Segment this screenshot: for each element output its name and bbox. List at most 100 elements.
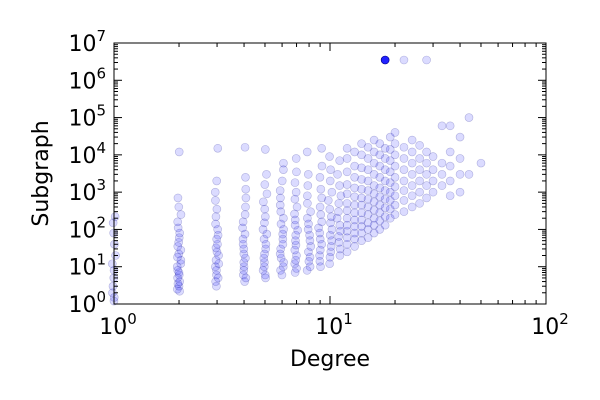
y-tick-label: 103 <box>68 176 106 206</box>
data-point <box>445 191 455 201</box>
data-point <box>174 270 184 280</box>
data-point <box>174 202 184 212</box>
data-point <box>315 202 325 212</box>
data-point <box>276 193 285 203</box>
data-point <box>238 234 248 244</box>
data-point <box>213 143 223 153</box>
data-point <box>262 189 272 199</box>
data-point <box>258 225 268 234</box>
data-point <box>276 219 286 229</box>
data-point <box>415 165 424 174</box>
data-point <box>173 284 182 294</box>
data-point <box>305 262 315 272</box>
y-tick-label-exponent: 1 <box>96 251 106 269</box>
data-point <box>326 247 336 257</box>
data-point <box>407 170 417 179</box>
data-point <box>369 158 379 168</box>
data-point <box>445 121 455 131</box>
data-point <box>241 253 250 263</box>
data-point <box>211 262 220 272</box>
data-point <box>214 251 223 260</box>
data-point <box>350 161 359 171</box>
x-tick-label-base: 10 <box>315 315 343 340</box>
x-tick-labels: 100 101 102 <box>99 310 569 340</box>
data-point <box>241 273 251 283</box>
data-point <box>304 256 314 266</box>
data-point <box>211 243 221 253</box>
data-point <box>335 251 345 260</box>
data-point <box>363 202 373 212</box>
data-point <box>290 178 300 187</box>
data-point <box>315 228 325 238</box>
data-point <box>385 167 395 177</box>
data-point <box>342 239 352 249</box>
data-point <box>305 230 314 240</box>
data-point <box>276 244 286 254</box>
y-tick-label: 107 <box>68 27 106 57</box>
data-point <box>357 200 366 210</box>
data-point <box>422 193 431 203</box>
data-point <box>278 239 288 249</box>
data-point <box>211 196 220 205</box>
data-point <box>317 161 327 171</box>
data-point <box>363 194 373 204</box>
data-point <box>335 244 345 254</box>
data-point <box>291 154 301 163</box>
data-point <box>173 242 183 251</box>
data-point <box>407 181 417 190</box>
data-point <box>363 186 373 195</box>
data-point <box>317 239 327 249</box>
data-point <box>279 258 288 267</box>
data-point <box>291 230 301 240</box>
data-point <box>275 200 285 210</box>
data-point <box>363 225 373 234</box>
data-point <box>399 142 409 152</box>
x-axis-label: Degree <box>290 347 370 372</box>
data-point <box>260 270 270 280</box>
data-point <box>415 199 424 208</box>
data-point <box>260 258 269 267</box>
data-point <box>325 152 334 161</box>
data-point <box>342 154 352 163</box>
data-point <box>172 262 182 272</box>
data-point <box>422 55 431 65</box>
data-point <box>380 143 390 153</box>
data-point <box>315 256 325 266</box>
data-point <box>335 181 344 190</box>
data-point <box>363 142 373 152</box>
data-point <box>357 215 366 225</box>
data-point <box>357 193 366 203</box>
data-point <box>369 220 379 230</box>
data-point <box>212 176 222 186</box>
data-point <box>278 229 288 239</box>
data-point <box>407 135 417 145</box>
data-point <box>385 156 395 165</box>
y-tick-label-base: 10 <box>68 32 96 57</box>
x-tick-label: 100 <box>99 310 137 340</box>
data-point <box>292 264 301 273</box>
data-point <box>279 213 288 223</box>
data-point <box>239 244 249 254</box>
data-point <box>390 139 400 148</box>
data-point <box>428 165 438 174</box>
data-point <box>315 173 325 182</box>
data-point <box>399 207 409 216</box>
data-point <box>415 176 424 186</box>
x-tick-label: 101 <box>315 310 353 340</box>
data-point <box>276 207 286 216</box>
data-point <box>335 156 344 165</box>
data-point <box>326 242 336 251</box>
data-point <box>399 165 409 174</box>
data-point <box>375 192 385 202</box>
data-point <box>173 266 183 275</box>
data-point <box>315 251 324 260</box>
data-point <box>369 228 379 238</box>
data-point <box>174 233 184 242</box>
data-point <box>306 242 316 251</box>
data-point <box>455 170 465 179</box>
data-point <box>375 216 385 226</box>
data-point <box>422 181 431 190</box>
data-point <box>261 239 271 249</box>
data-point <box>214 259 224 269</box>
x-tick-label-base: 10 <box>99 315 127 340</box>
